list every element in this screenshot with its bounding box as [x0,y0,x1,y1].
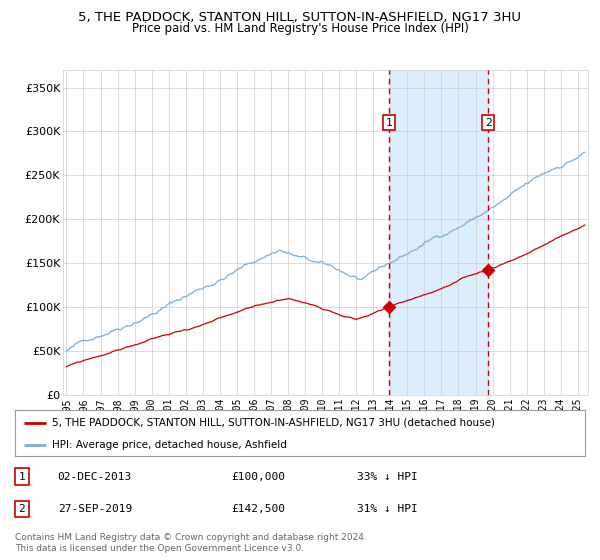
Text: 31% ↓ HPI: 31% ↓ HPI [357,504,418,514]
Text: 33% ↓ HPI: 33% ↓ HPI [357,472,418,482]
Text: £100,000: £100,000 [232,472,286,482]
Text: 5, THE PADDOCK, STANTON HILL, SUTTON-IN-ASHFIELD, NG17 3HU: 5, THE PADDOCK, STANTON HILL, SUTTON-IN-… [79,11,521,24]
Text: 2: 2 [19,504,25,514]
Text: 2: 2 [485,118,491,128]
Text: Price paid vs. HM Land Registry's House Price Index (HPI): Price paid vs. HM Land Registry's House … [131,22,469,35]
Text: 02-DEC-2013: 02-DEC-2013 [58,472,132,482]
Text: 5, THE PADDOCK, STANTON HILL, SUTTON-IN-ASHFIELD, NG17 3HU (detached house): 5, THE PADDOCK, STANTON HILL, SUTTON-IN-… [52,418,495,428]
Text: Contains HM Land Registry data © Crown copyright and database right 2024.
This d: Contains HM Land Registry data © Crown c… [15,533,367,553]
Bar [389,70,488,395]
Text: 1: 1 [19,472,25,482]
Text: HPI: Average price, detached house, Ashfield: HPI: Average price, detached house, Ashf… [52,440,287,450]
Text: 1: 1 [385,118,392,128]
Text: £142,500: £142,500 [232,504,286,514]
Text: 27-SEP-2019: 27-SEP-2019 [58,504,132,514]
